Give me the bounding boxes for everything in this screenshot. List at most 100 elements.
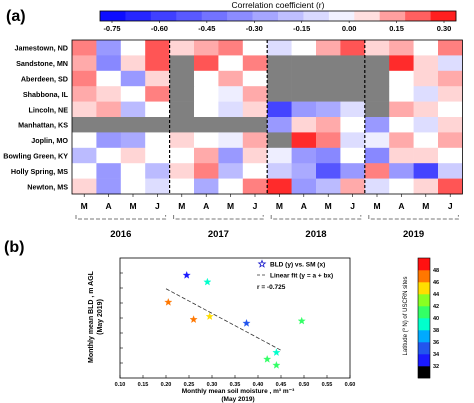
month-label: J xyxy=(253,201,258,211)
panel-b-ylabel: Monthly mean BLD , m AGL xyxy=(88,270,95,363)
heatmap-cell xyxy=(340,55,366,72)
latitude-tick-label: 48 xyxy=(433,268,439,274)
heatmap-cell xyxy=(340,40,366,56)
site-label: Shabbona, IL xyxy=(23,90,69,99)
latitude-tick-label: 40 xyxy=(433,316,439,322)
colorbar-tick-label: 0.00 xyxy=(342,24,357,33)
latitude-colorbar-frame xyxy=(417,257,431,379)
heatmap-cell xyxy=(145,178,170,195)
heatmap-cell xyxy=(218,147,244,164)
panel-a-colorbar: -0.75 -0.60 -0.45 -0.30 -0.15 0.00 0.15 0.30 xyxy=(99,10,457,33)
latitude-tick-label: 34 xyxy=(433,352,440,358)
scatter-point xyxy=(203,277,212,286)
heatmap-cell xyxy=(242,117,268,133)
legend-fit-label: Linear fit (y = a + bx) xyxy=(270,273,333,280)
heatmap-cell xyxy=(96,40,122,56)
heatmap-cell xyxy=(218,86,244,102)
heatmap-cell xyxy=(169,70,195,87)
site-label: Newton, MS xyxy=(27,182,68,191)
heatmap-cell xyxy=(389,132,414,149)
colorbar-tick-label: -0.30 xyxy=(246,24,263,33)
heatmap-cell xyxy=(316,132,341,149)
month-label: M xyxy=(227,201,234,211)
site-label: Sandstone, MN xyxy=(16,59,68,68)
x-tick-label: 0.35 xyxy=(230,382,241,388)
heatmap-cell xyxy=(120,70,146,87)
latitude-tick-label: 32 xyxy=(433,364,439,370)
heatmap-cell xyxy=(96,147,122,164)
heatmap-cell xyxy=(218,40,244,56)
heatmap-cell xyxy=(194,163,219,179)
colorbar-swatch xyxy=(278,11,304,21)
heatmap-cell xyxy=(145,55,170,72)
scatter-point xyxy=(272,361,281,369)
month-label: M xyxy=(325,201,332,211)
heatmap-cell xyxy=(340,86,366,102)
heatmap-cell xyxy=(316,178,341,195)
heatmap-cell xyxy=(96,70,122,87)
site-label: Lincoln, NE xyxy=(28,105,68,114)
site-label: Holly Spring, MS xyxy=(11,167,68,176)
heatmap-cell xyxy=(316,70,341,87)
heatmap-cell xyxy=(72,178,97,195)
heatmap-cell xyxy=(389,55,414,72)
colorbar-swatch xyxy=(150,11,177,21)
heatmap-cell xyxy=(438,70,463,87)
heatmap-cell xyxy=(218,101,244,118)
colorbar-swatch xyxy=(201,11,228,21)
heatmap-cell xyxy=(413,117,439,133)
heatmap-cell xyxy=(72,101,97,118)
scatter-point xyxy=(263,355,272,363)
heatmap-cell xyxy=(340,163,366,179)
heatmap-cell xyxy=(145,117,170,133)
heatmap-cell xyxy=(145,132,170,149)
heatmap-cell xyxy=(438,132,463,149)
colorbar-swatch xyxy=(252,11,279,21)
heatmap-cell xyxy=(291,55,317,72)
heatmap-cell xyxy=(316,55,341,72)
heatmap-cell xyxy=(72,117,97,133)
heatmap-cell xyxy=(291,147,317,164)
heatmap-cell xyxy=(340,117,366,133)
colorbar-swatch xyxy=(227,11,253,21)
heatmap-cell xyxy=(120,101,146,118)
x-tick-label: 0.25 xyxy=(184,382,195,388)
heatmap-cell xyxy=(120,86,146,102)
month-label: A xyxy=(398,201,404,211)
heatmap-cell xyxy=(194,70,219,87)
heatmap-cell xyxy=(72,163,97,179)
latitude-swatch xyxy=(418,282,430,295)
scatter-point xyxy=(205,312,214,320)
colorbar-tick-label: -0.75 xyxy=(103,24,120,33)
panel-b-xlabel-2: (May 2019) xyxy=(221,396,254,403)
heatmap-cell xyxy=(96,132,122,149)
heatmap-cell xyxy=(316,117,341,133)
x-tick-label: 0.30 xyxy=(207,382,218,388)
heatmap-cell xyxy=(340,178,366,195)
colorbar-swatch xyxy=(379,11,406,21)
colorbar-frame xyxy=(99,10,457,22)
heatmap-cell xyxy=(389,178,414,195)
x-tick-label: 0.20 xyxy=(161,382,172,388)
site-label: Jamestown, ND xyxy=(14,44,68,53)
month-label: M xyxy=(178,201,185,211)
heatmap-cell xyxy=(169,55,195,72)
month-label: M xyxy=(129,201,136,211)
heatmap-cell xyxy=(120,55,146,72)
heatmap-cell xyxy=(145,147,170,164)
colorbar-tick-label: -0.45 xyxy=(198,24,215,33)
heatmap-cell xyxy=(267,70,292,87)
colorbar-swatch xyxy=(176,11,203,21)
heatmap-cell xyxy=(194,178,219,195)
latitude-swatch xyxy=(418,318,430,331)
heatmap-cell xyxy=(242,86,268,102)
heatmap-cell xyxy=(267,117,292,133)
heatmap-cell xyxy=(194,86,219,102)
heatmap-row-labels: Jamestown, ND Sandstone, MN Aberdeen, SD Sh… xyxy=(3,44,68,192)
heatmap-cell xyxy=(242,55,268,72)
heatmap-year-labels: 2016 2017 2018 2019 xyxy=(75,215,459,240)
heatmap-cell xyxy=(413,132,439,149)
scatter-point xyxy=(189,315,198,323)
x-tick-label: 0.15 xyxy=(138,382,149,388)
heatmap-cell xyxy=(316,101,341,118)
